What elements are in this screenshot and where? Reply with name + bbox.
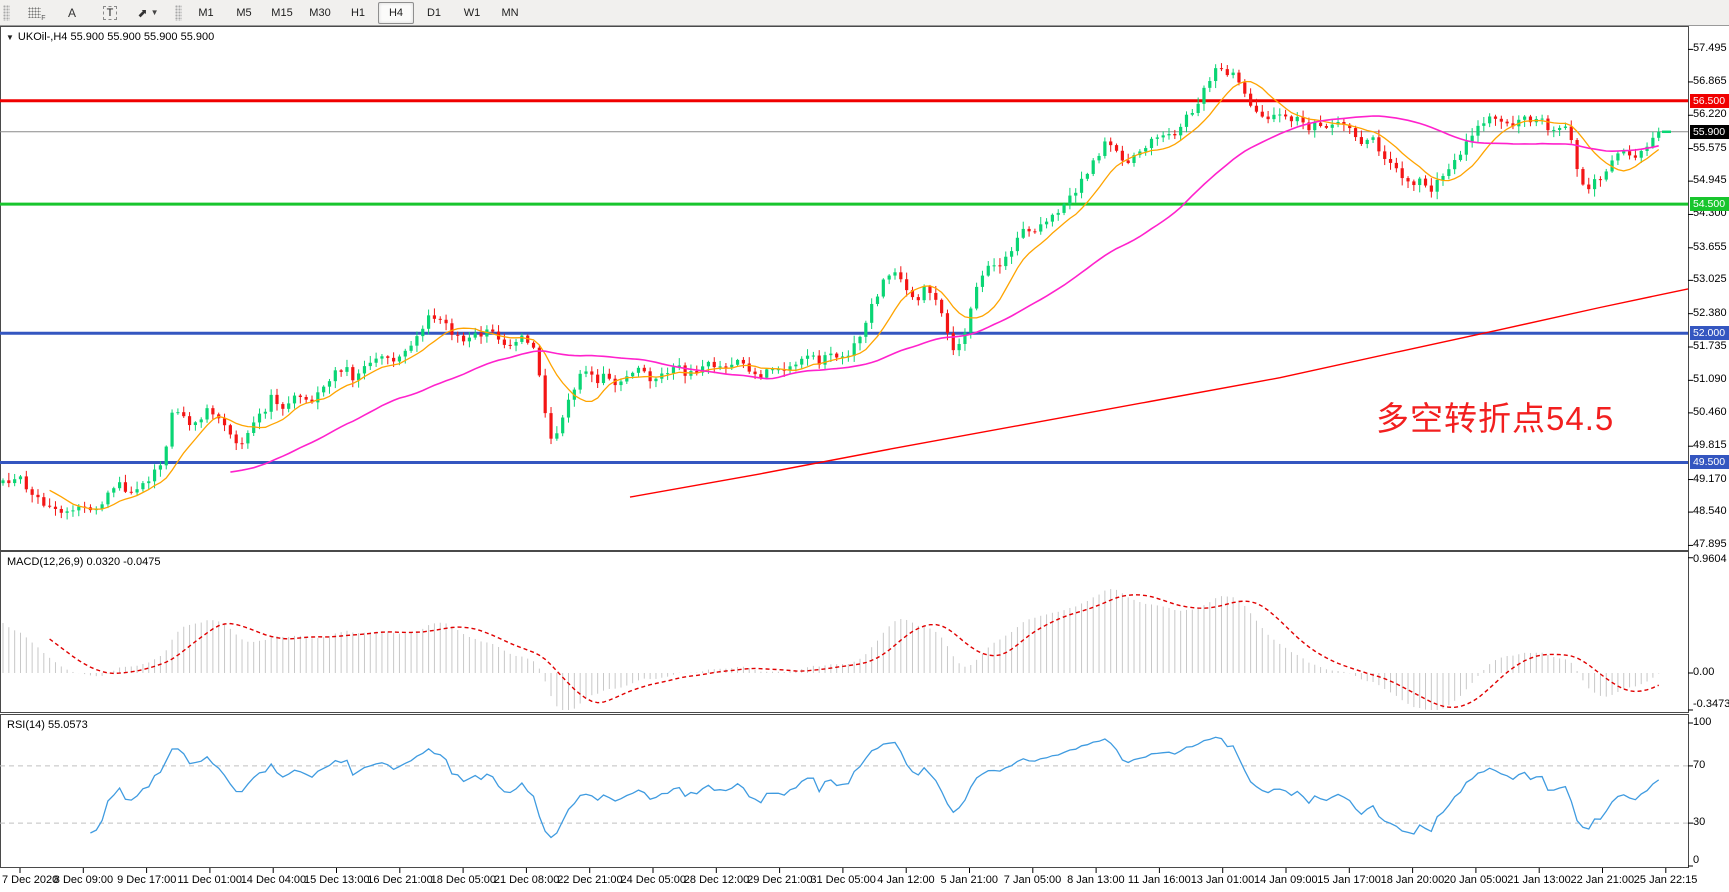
time-tick-label: 8 Jan 13:00 (1067, 874, 1125, 886)
time-axis[interactable]: 7 Dec 2020 8 Dec 09:00 9 Dec 17:00 11 Dec 0… (0, 868, 1729, 892)
price-tick-label: 51.090 (1693, 373, 1727, 386)
time-tick-label: 7 Jan 05:00 (1003, 874, 1062, 886)
price-tick-label: 49.170 (1693, 472, 1727, 485)
chart-title: ▼ UKOil-,H4 55.900 55.900 55.900 55.900 (6, 31, 214, 43)
ma-fast-line (49, 80, 1660, 510)
time-tick-label: 16 Dec 21:00 (367, 874, 433, 886)
timeframe-button-d1[interactable]: D1 (426, 6, 442, 19)
timeframe-button-w1[interactable]: W1 (463, 6, 481, 19)
letter-a-icon: A (67, 5, 76, 20)
grid-tool-button[interactable]: F (16, 2, 52, 24)
time-tick-label: 22 Dec 21:00 (557, 874, 623, 886)
time-tick-label: 5 Jan 21:00 (940, 874, 999, 886)
text-box-tool-button[interactable]: T (92, 2, 128, 24)
price-chart-panel[interactable]: ▼ UKOil-,H4 55.900 55.900 55.900 55.900 5… (0, 26, 1729, 551)
time-tick-label: 14 Jan 09:00 (1254, 874, 1318, 886)
price-tick-label: 57.495 (1693, 42, 1727, 55)
macd-tick-label: 0.00 (1693, 666, 1715, 678)
time-tick-label: 21 Jan 13:00 (1507, 874, 1571, 886)
collapse-triangle-icon[interactable]: ▼ (6, 33, 14, 42)
timeframe-button-m15[interactable]: M15 (271, 6, 293, 19)
rsi-tick-label: 0 (1693, 854, 1700, 866)
price-tick-label: 56.865 (1693, 74, 1727, 87)
timeframe-button-m30[interactable]: M30 (309, 6, 331, 19)
timeframe-button-h4[interactable]: H4 (378, 1, 414, 24)
chevron-down-icon: ▼ (150, 8, 159, 17)
price-tick-label: 53.025 (1693, 273, 1727, 286)
text-label-tool-button[interactable]: A (54, 2, 90, 24)
macd-chart (0, 551, 1693, 713)
price-badge-55.900: 55.900 (1689, 124, 1729, 139)
chart-toolbar: F A T ⬈ ▼ M1 M5 M15 M30 H1 H4 D1 W1 MN (0, 0, 1729, 26)
chart-annotation-text[interactable]: 多空转折点54.5 (1376, 400, 1615, 437)
price-tick-label: 51.735 (1693, 340, 1727, 352)
time-tick-label: 22 Jan 21:00 (1570, 874, 1635, 886)
time-axis-ticks (19, 868, 1667, 873)
timeframe-button-m1[interactable]: M1 (198, 6, 214, 19)
plot-border (0, 26, 1689, 551)
text-box-icon: T (102, 5, 118, 20)
symbol-name: UKOil-,H4 (17, 31, 68, 43)
price-tick-label: 52.380 (1693, 306, 1727, 319)
rsi-label: RSI(14) 55.0573 (7, 719, 88, 731)
time-tick-label: 14 Dec 04:00 (240, 874, 307, 886)
price-badge-56.500: 56.500 (1689, 93, 1729, 108)
ma-mid-line (230, 115, 1659, 473)
price-tick-label: 53.655 (1693, 240, 1727, 253)
time-tick-label: 21 Dec 08:00 (493, 874, 560, 886)
rsi-tick-label: 100 (1693, 716, 1712, 728)
macd-label: MACD(12,26,9) 0.0320 -0.0475 (7, 556, 161, 568)
grid-icon: F (27, 7, 46, 22)
ohlc-values: 55.900 55.900 55.900 55.900 (70, 31, 215, 43)
macd-tick-label: 0.9604 (1693, 553, 1727, 565)
price-tick-label: 48.540 (1693, 505, 1727, 518)
rsi-indicator-panel[interactable]: RSI(14) 55.0573 100 70 30 0 (0, 714, 1729, 868)
rsi-tick-label: 30 (1693, 816, 1706, 829)
arrows-tool-button[interactable]: ⬈ ▼ (130, 2, 166, 24)
rsi-chart (0, 714, 1693, 868)
ma-slow-line (629, 288, 1689, 498)
time-tick-label: 9 Dec 17:00 (117, 874, 177, 886)
time-tick-label: 15 Dec 13:00 (304, 874, 370, 886)
time-tick-label: 18 Jan 20:00 (1380, 874, 1445, 886)
price-badge-49.500: 49.500 (1689, 455, 1729, 470)
price-tick-label: 56.220 (1693, 108, 1727, 121)
timeframe-button-mn[interactable]: MN (501, 6, 519, 19)
price-tick-label: 47.895 (1693, 538, 1727, 551)
time-tick-label: 11 Dec 01:00 (177, 874, 243, 886)
time-tick-label: 29 Dec 21:00 (747, 874, 813, 886)
rsi-line (90, 736, 1660, 839)
timeframe-button-h1[interactable]: H1 (350, 6, 366, 19)
timeframe-button-group: M1 M5 M15 M30 H1 H4 D1 W1 MN (187, 1, 529, 24)
candlestick-chart (0, 26, 1693, 551)
macd-tick-label: -0.3473 (1693, 698, 1729, 710)
timeframe-button-m5[interactable]: M5 (236, 6, 252, 19)
price-badge-54.500: 54.500 (1689, 197, 1729, 212)
time-tick-label: 28 Dec 12:00 (683, 874, 750, 886)
timeframe-group-drag-handle[interactable] (175, 4, 182, 21)
time-tick-label: 7 Dec 2020 (2, 874, 59, 886)
time-tick-label: 11 Jan 16:00 (1127, 874, 1191, 886)
time-tick-label: 31 Dec 05:00 (810, 874, 876, 886)
price-badge-52.000: 52.000 (1689, 326, 1729, 341)
rsi-tick-label: 70 (1693, 758, 1706, 771)
toolbar-drag-handle[interactable] (3, 4, 10, 21)
macd-signal-line (49, 594, 1659, 709)
price-tick-label: 54.945 (1693, 174, 1727, 187)
time-tick-label: 24 Dec 05:00 (620, 874, 686, 886)
time-tick-label: 15 Jan 17:00 (1317, 874, 1381, 886)
price-tick-label: 50.460 (1693, 405, 1727, 418)
time-tick-label: 8 Dec 09:00 (53, 874, 114, 886)
macd-indicator-panel[interactable]: MACD(12,26,9) 0.0320 -0.0475 0.9604 0.00 -… (0, 551, 1729, 713)
time-tick-label: 4 Jan 12:00 (877, 874, 935, 886)
arrows-icon: ⬈ (137, 5, 148, 20)
price-tick-label: 49.815 (1693, 439, 1727, 452)
time-tick-label: 20 Jan 05:00 (1443, 874, 1508, 886)
time-tick-label: 13 Jan 01:00 (1190, 874, 1255, 886)
time-tick-label: 18 Dec 05:00 (430, 874, 497, 886)
price-tick-label: 55.575 (1693, 141, 1727, 154)
time-tick-label: 25 Jan 22:15 (1633, 874, 1698, 886)
